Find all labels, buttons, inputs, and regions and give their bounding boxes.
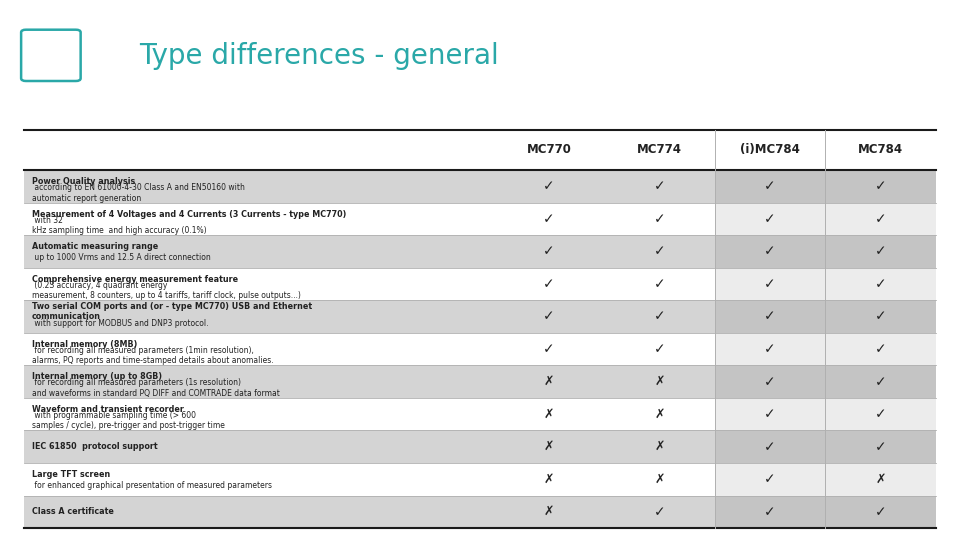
- Text: Automatic measuring range: Automatic measuring range: [32, 242, 158, 251]
- Text: Class A certificate: Class A certificate: [32, 508, 113, 516]
- Text: IEC 61850  protocol support: IEC 61850 protocol support: [32, 442, 157, 451]
- Text: ✗: ✗: [655, 473, 664, 486]
- Bar: [493, 430, 715, 463]
- Bar: [493, 300, 715, 333]
- Text: Internal memory (up to 8GB): Internal memory (up to 8GB): [32, 372, 162, 381]
- Bar: [715, 398, 936, 430]
- Text: MC784: MC784: [858, 143, 903, 157]
- Text: ✓: ✓: [654, 179, 665, 193]
- Text: ✓: ✓: [764, 407, 776, 421]
- Text: for recording all measured parameters (1s resolution)
and waveforms in standard : for recording all measured parameters (1…: [32, 379, 279, 398]
- Text: ✗: ✗: [876, 473, 886, 486]
- Text: ✓: ✓: [875, 309, 886, 323]
- Bar: [493, 170, 715, 202]
- Text: according to EN 61000-4-30 Class A and EN50160 with
automatic report generation: according to EN 61000-4-30 Class A and E…: [32, 183, 245, 202]
- Bar: [715, 430, 936, 463]
- Text: ✓: ✓: [543, 309, 555, 323]
- Text: up to 1000 Vrms and 12.5 A direct connection: up to 1000 Vrms and 12.5 A direct connec…: [32, 253, 210, 262]
- FancyBboxPatch shape: [21, 30, 81, 81]
- Text: ✓: ✓: [875, 212, 886, 226]
- Text: Internal memory (8MB): Internal memory (8MB): [32, 340, 137, 349]
- Text: (i)MC784: (i)MC784: [740, 143, 800, 157]
- Bar: [715, 268, 936, 300]
- Text: with support for MODBUS and DNP3 protocol.: with support for MODBUS and DNP3 protoco…: [32, 319, 208, 328]
- Bar: [715, 235, 936, 268]
- Bar: [24, 300, 493, 333]
- Bar: [715, 170, 936, 202]
- Bar: [493, 496, 715, 528]
- Bar: [24, 366, 493, 398]
- Text: ✓: ✓: [875, 407, 886, 421]
- Text: ✓: ✓: [764, 309, 776, 323]
- Text: Power Quality analysis: Power Quality analysis: [32, 177, 135, 186]
- Text: ✓: ✓: [764, 245, 776, 259]
- Text: ✓: ✓: [875, 179, 886, 193]
- Bar: [715, 366, 936, 398]
- Text: Comprehensive energy measurement feature: Comprehensive energy measurement feature: [32, 275, 238, 284]
- Text: ✓: ✓: [654, 277, 665, 291]
- Text: ✓: ✓: [764, 472, 776, 487]
- Text: ✓: ✓: [654, 342, 665, 356]
- Bar: [24, 235, 493, 268]
- Text: ✓: ✓: [875, 375, 886, 389]
- Text: ✓: ✓: [764, 342, 776, 356]
- Text: ✓: ✓: [875, 342, 886, 356]
- Text: ✓: ✓: [764, 277, 776, 291]
- Text: with 32
kHz sampling time  and high accuracy (0.1%): with 32 kHz sampling time and high accur…: [32, 215, 206, 235]
- Text: for enhanced graphical presentation of measured parameters: for enhanced graphical presentation of m…: [32, 481, 272, 490]
- Text: ✓: ✓: [543, 342, 555, 356]
- Text: ✓: ✓: [543, 179, 555, 193]
- Text: MC770: MC770: [526, 143, 571, 157]
- Bar: [24, 496, 493, 528]
- Text: ✓: ✓: [654, 309, 665, 323]
- Text: ✗: ✗: [543, 408, 554, 421]
- Text: ✓: ✓: [764, 179, 776, 193]
- Text: ✓: ✓: [764, 440, 776, 454]
- Bar: [715, 496, 936, 528]
- Bar: [493, 366, 715, 398]
- Text: Large TFT screen: Large TFT screen: [32, 470, 110, 479]
- Text: ✓: ✓: [543, 245, 555, 259]
- Text: ✗: ✗: [655, 440, 664, 453]
- Text: Waveform and transient recorder: Waveform and transient recorder: [32, 405, 183, 414]
- Text: Iskra: Iskra: [26, 46, 76, 65]
- Text: MC774: MC774: [637, 143, 682, 157]
- Text: ✓: ✓: [875, 505, 886, 519]
- Bar: [715, 202, 936, 235]
- Text: ✗: ✗: [543, 473, 554, 486]
- Text: ✗: ✗: [543, 375, 554, 388]
- Text: ✗: ✗: [655, 375, 664, 388]
- Text: Type differences - general: Type differences - general: [139, 42, 499, 70]
- Bar: [493, 235, 715, 268]
- Text: Two serial COM ports and (or - type MC770) USB and Ethernet
communication: Two serial COM ports and (or - type MC77…: [32, 302, 312, 321]
- Text: ✓: ✓: [764, 375, 776, 389]
- Bar: [715, 333, 936, 366]
- Text: ✗: ✗: [543, 505, 554, 518]
- Text: ✓: ✓: [654, 245, 665, 259]
- Bar: [715, 300, 936, 333]
- Bar: [24, 170, 493, 202]
- Text: ✗: ✗: [543, 440, 554, 453]
- Text: ✓: ✓: [543, 277, 555, 291]
- Text: Measurement of 4 Voltages and 4 Currents (3 Currents - type MC770): Measurement of 4 Voltages and 4 Currents…: [32, 210, 346, 219]
- Bar: [24, 430, 493, 463]
- Text: ✓: ✓: [875, 277, 886, 291]
- Text: (0.2S accuracy, 4 quadrant energy
measurement, 8 counters, up to 4 tariffs, tari: (0.2S accuracy, 4 quadrant energy measur…: [32, 281, 300, 300]
- Text: ✗: ✗: [655, 408, 664, 421]
- Text: ✓: ✓: [764, 212, 776, 226]
- Text: ✓: ✓: [875, 440, 886, 454]
- Text: ✓: ✓: [543, 212, 555, 226]
- Text: for recording all measured parameters (1min resolution),
alarms, PQ reports and : for recording all measured parameters (1…: [32, 346, 274, 365]
- Text: ✓: ✓: [654, 505, 665, 519]
- Text: ✓: ✓: [764, 505, 776, 519]
- Text: with programmable sampling time (> 600
samples / cycle), pre-trigger and post-tr: with programmable sampling time (> 600 s…: [32, 411, 225, 430]
- Text: ✓: ✓: [654, 212, 665, 226]
- Text: ✓: ✓: [875, 245, 886, 259]
- Bar: [715, 463, 936, 496]
